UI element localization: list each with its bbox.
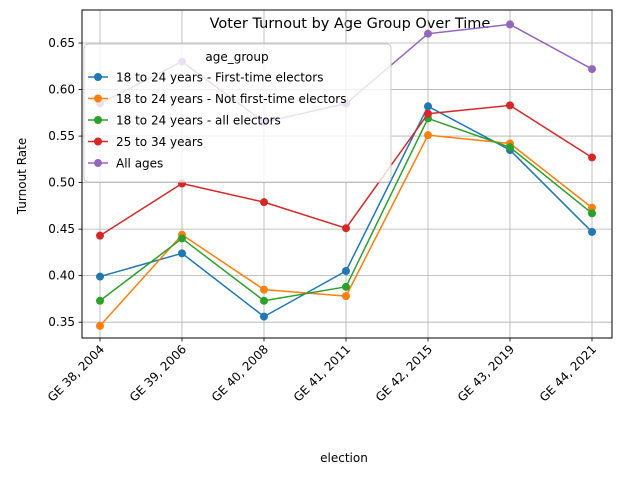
y-tick-label: 0.65 [48,36,75,50]
legend-title: age_group [205,50,268,64]
data-point [342,267,350,276]
series [96,101,596,240]
chart-title: Voter Turnout by Age Group Over Time [210,16,491,32]
y-tick-label: 0.50 [48,176,75,190]
y-tick-label: 0.55 [48,129,75,143]
data-point [588,209,596,218]
data-point [178,234,186,243]
legend-marker [94,116,102,124]
data-point [588,227,596,236]
data-point [424,109,432,118]
y-axis-ticks: 0.35 0.40 0.45 0.50 0.55 0.60 0.65 [48,36,82,329]
legend-label: 18 to 24 years - Not first-time electors [116,92,346,106]
y-tick-label: 0.35 [48,315,75,329]
data-point [506,101,514,110]
x-tick-label: GE 42, 2015 [373,342,435,404]
y-tick-label: 0.60 [48,83,75,97]
data-point [342,292,350,301]
data-point [96,272,104,281]
legend-marker [94,73,102,81]
data-point [260,296,268,305]
legend-label: 18 to 24 years - all electors [116,114,281,128]
legend-label: 18 to 24 years - First-time electors [116,71,323,85]
y-tick-label: 0.45 [48,222,75,236]
legend-entry: 18 to 24 years - all electors [88,114,281,128]
x-tick-label: GE 38, 2004 [45,342,107,404]
legend-entry: 18 to 24 years - First-time electors [88,71,323,85]
legend-entry: 18 to 24 years - Not first-time electors [88,92,346,106]
legend-label: All ages [116,157,163,171]
x-tick-label: GE 41, 2011 [291,342,353,404]
x-axis-label: election [320,451,368,465]
data-point [260,312,268,321]
x-tick-label: GE 43, 2019 [455,342,517,404]
x-tick-label: GE 44, 2021 [537,342,599,404]
data-point [424,29,432,38]
data-point [260,198,268,207]
x-axis-ticks: GE 38, 2004 GE 39, 2006 GE 40, 2008 GE 41, … [45,338,599,405]
x-tick-label: GE 39, 2006 [127,342,189,404]
legend-entry: All ages [88,157,163,171]
legend-marker [94,94,102,103]
legend-marker [94,137,102,146]
legend-entries: 18 to 24 years - First-time electors 18 t… [88,71,346,171]
legend-label: 25 to 34 years [116,135,203,149]
data-point [178,249,186,258]
legend-marker [94,159,102,167]
data-point [424,102,432,111]
data-point [96,321,104,330]
data-point [588,65,596,74]
legend-entry: 25 to 34 years [88,135,203,149]
data-point [96,231,104,240]
data-point [588,153,596,162]
data-point [260,285,268,294]
data-point [424,131,432,140]
series [96,114,596,305]
legend-box [83,43,392,183]
y-axis-label: Turnout Rate [15,138,29,215]
data-point [342,224,350,233]
legend: age_group 18 to 24 years - First-time el… [83,43,392,183]
x-tick-label: GE 40, 2008 [209,342,271,404]
y-tick-label: 0.40 [48,269,75,283]
data-point [506,143,514,152]
data-point [506,20,514,29]
data-point [96,296,104,305]
data-point [342,282,350,291]
data-point [588,203,596,212]
plot-area-frame [81,9,613,339]
